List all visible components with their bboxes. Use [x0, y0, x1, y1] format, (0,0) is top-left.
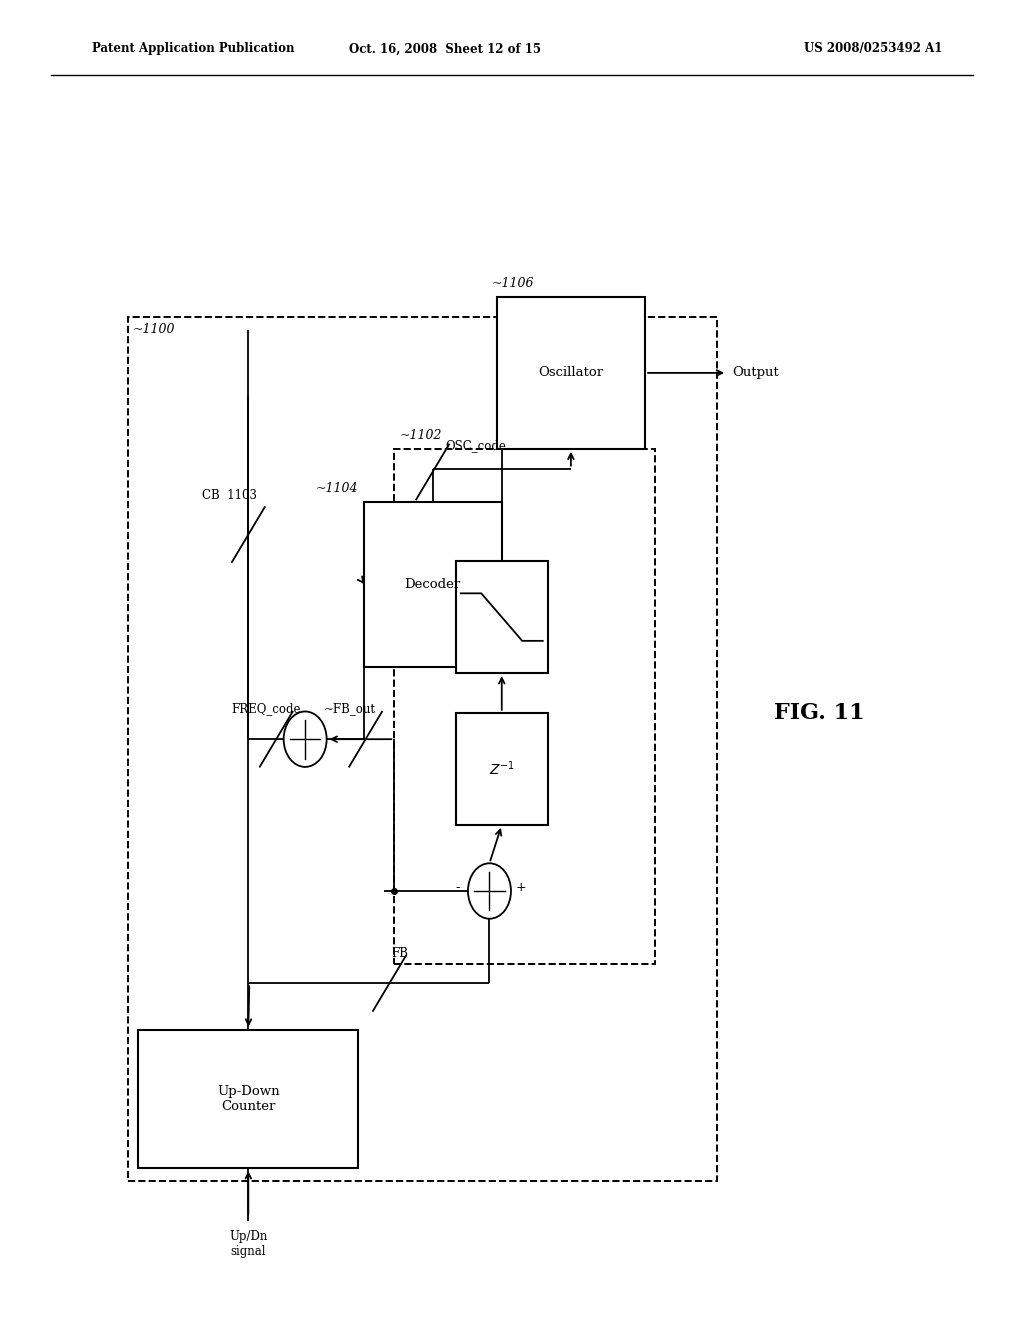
Text: ~1100: ~1100 [133, 323, 176, 337]
Text: $Z^{-1}$: $Z^{-1}$ [488, 759, 515, 779]
Bar [497, 297, 645, 449]
Text: US 2008/0253492 A1: US 2008/0253492 A1 [804, 42, 942, 55]
Text: Output: Output [732, 367, 779, 379]
Text: FB: FB [391, 946, 409, 960]
Text: ~1102: ~1102 [399, 429, 442, 442]
Text: FREQ_code: FREQ_code [231, 702, 301, 715]
Text: Up-Down
Counter: Up-Down Counter [217, 1085, 280, 1113]
Text: Decoder: Decoder [404, 578, 461, 590]
Text: Oscillator: Oscillator [539, 367, 603, 379]
Text: CB  1103: CB 1103 [203, 488, 257, 502]
Bar [364, 502, 502, 667]
Text: ~1106: ~1106 [492, 277, 535, 290]
Bar [138, 1030, 358, 1168]
Text: FIG. 11: FIG. 11 [774, 702, 864, 723]
Text: -: - [456, 880, 460, 894]
Bar [456, 561, 548, 673]
Bar [128, 317, 717, 1181]
Text: Up/Dn
signal: Up/Dn signal [229, 1230, 267, 1258]
Text: OSC_code: OSC_code [444, 440, 506, 451]
Text: ~FB_out: ~FB_out [325, 702, 376, 715]
Text: ~1104: ~1104 [315, 482, 358, 495]
Text: +: + [516, 880, 526, 894]
Bar [394, 449, 655, 964]
Text: Patent Application Publication: Patent Application Publication [92, 42, 295, 55]
Bar [456, 713, 548, 825]
Text: Oct. 16, 2008  Sheet 12 of 15: Oct. 16, 2008 Sheet 12 of 15 [349, 42, 542, 55]
